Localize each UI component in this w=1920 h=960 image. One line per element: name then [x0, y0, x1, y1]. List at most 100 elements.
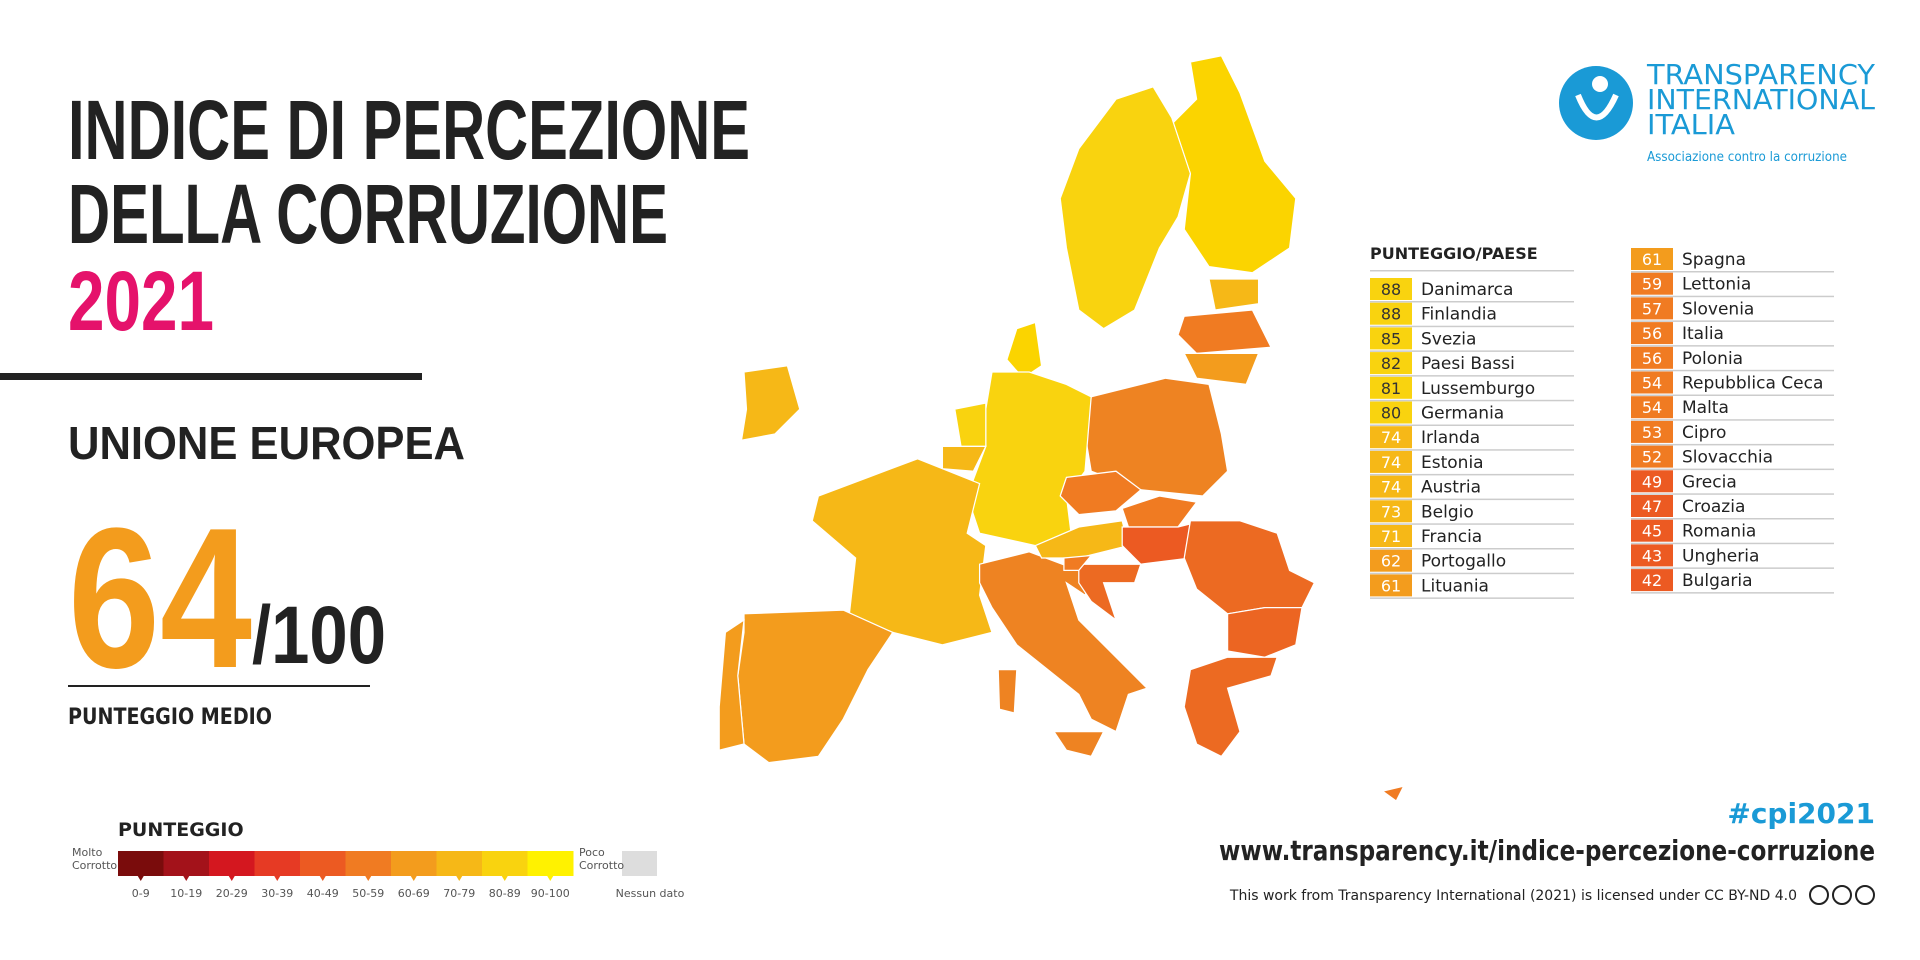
legend-tick: [137, 876, 144, 881]
legend-tick: [456, 876, 463, 881]
score: 52: [1642, 448, 1662, 467]
row-rule: [1631, 468, 1834, 471]
country: Repubblica Ceca: [1682, 374, 1823, 394]
row-rule: [1370, 424, 1574, 426]
country: [997, 668, 1018, 714]
score: 80: [1381, 404, 1401, 423]
country: Estonia: [1421, 453, 1484, 473]
row-rule: [1370, 350, 1574, 352]
score: 85: [1381, 329, 1401, 348]
score-box: [1370, 302, 1412, 325]
score: 88: [1381, 305, 1401, 324]
country: Austria: [1421, 478, 1481, 498]
cc-icon: [1832, 885, 1852, 905]
country: [1063, 554, 1093, 572]
score-table: 88 Danimarca 88 Finlandia 85 Svezia 82 Paesi Ba…: [1370, 248, 1834, 599]
row-rule: [1631, 345, 1834, 347]
country: Cipro: [1682, 423, 1726, 443]
score: 42: [1642, 571, 1662, 590]
score: 71: [1381, 527, 1401, 546]
legend-high: Poco: [579, 846, 605, 859]
score: 88: [1381, 280, 1401, 299]
score: 82: [1381, 354, 1401, 373]
country: [1059, 470, 1142, 516]
score-box: [1370, 278, 1412, 300]
score-box: [1631, 420, 1673, 443]
score-box: [1631, 544, 1673, 567]
row-rule: [1370, 449, 1574, 451]
country: [811, 458, 993, 646]
legend-swatch: [254, 851, 301, 876]
row-rule: [1370, 548, 1574, 550]
score: 74: [1381, 478, 1401, 497]
score-box: [1370, 327, 1412, 350]
legend-swatch: [163, 851, 210, 876]
score-box: [1370, 549, 1412, 572]
score: 47: [1642, 497, 1662, 516]
country: Danimarca: [1421, 280, 1513, 300]
cc-icon: [1855, 885, 1875, 905]
country: [1381, 785, 1405, 802]
score-box: [1370, 376, 1412, 399]
row-rule: [1370, 597, 1574, 599]
legend-high: Corrotto: [579, 859, 624, 872]
score-box: [1631, 248, 1673, 270]
title-line: DELLA CORRUZIONE: [68, 167, 668, 261]
legend-swatch: [118, 851, 164, 876]
country: Slovenia: [1682, 299, 1754, 319]
legend-swatch: [527, 851, 574, 876]
country: Ungheria: [1682, 546, 1759, 566]
row-rule: [1631, 592, 1834, 594]
country: Bulgaria: [1682, 571, 1753, 591]
country: Slovacchia: [1682, 448, 1773, 468]
score: 73: [1381, 502, 1401, 521]
row-rule: [1370, 473, 1574, 476]
legend: 0-9 10-19 20-29 30-39 40-49 50-59 60-69 70-79 80…: [118, 851, 574, 900]
average-score: 64: [68, 487, 252, 710]
country: Irlanda: [1421, 428, 1480, 448]
country: [740, 365, 801, 441]
row-rule: [1370, 399, 1574, 402]
score-box: [1631, 569, 1673, 592]
score-box: [1370, 401, 1412, 424]
country: Francia: [1421, 527, 1482, 547]
score-box: [1631, 445, 1673, 468]
map: [718, 55, 1405, 802]
score-box: [1631, 346, 1673, 369]
row-rule: [1370, 523, 1574, 525]
row-rule: [1370, 301, 1574, 303]
score: 53: [1642, 423, 1662, 442]
country: [1183, 352, 1260, 386]
legend-bin: 30-39: [261, 887, 293, 900]
legend-bin: 50-59: [352, 887, 384, 900]
logo-text: TRANSPARENCY: [1646, 58, 1876, 91]
score-label: PUNTEGGIO MEDIO: [68, 705, 272, 730]
cc-icon: [1809, 885, 1829, 905]
country: Portogallo: [1421, 552, 1506, 572]
score: 62: [1381, 552, 1401, 571]
legend-low: Molto: [72, 846, 103, 859]
no-data-swatch: [622, 851, 657, 876]
country: [1059, 86, 1192, 330]
country: Lussemburgo: [1421, 379, 1535, 399]
row-rule: [1631, 419, 1834, 421]
score: 56: [1642, 349, 1662, 368]
divider: [0, 373, 422, 380]
score: 61: [1381, 576, 1401, 595]
row-rule: [1631, 542, 1834, 545]
country: Malta: [1682, 398, 1729, 418]
score-box: [1631, 272, 1673, 295]
country: [1226, 606, 1303, 658]
score-box: [1370, 500, 1412, 523]
row-rule: [1370, 572, 1574, 575]
score-box: [1370, 352, 1412, 375]
row-rule: [1631, 518, 1834, 520]
country: [1052, 730, 1105, 758]
title-line: INDICE DI PERCEZIONE: [68, 83, 750, 177]
row-rule: [1370, 375, 1574, 377]
score: 43: [1642, 546, 1662, 565]
row-rule: [1631, 271, 1834, 273]
row-rule: [1631, 369, 1834, 372]
score: 45: [1642, 522, 1662, 541]
